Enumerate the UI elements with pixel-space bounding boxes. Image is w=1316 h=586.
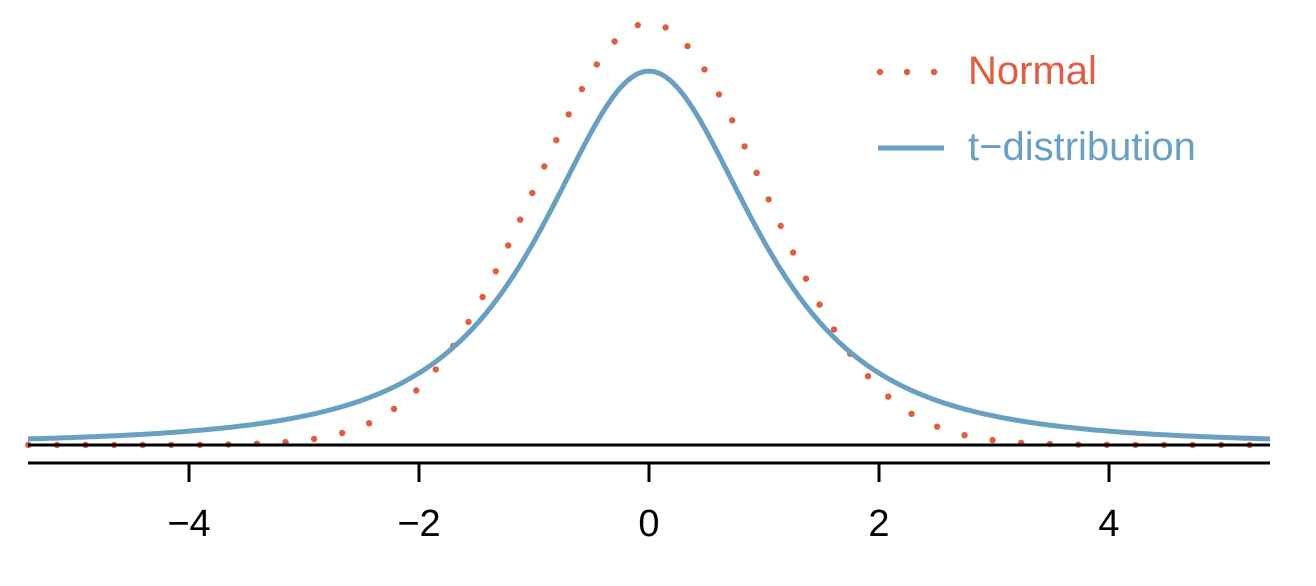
x-tick-label: −4 bbox=[167, 503, 210, 545]
normal-dot bbox=[310, 435, 318, 443]
legend-dot bbox=[903, 68, 911, 76]
normal-dot bbox=[479, 293, 486, 301]
x-tick-label: 4 bbox=[1098, 503, 1119, 545]
normal-dot bbox=[505, 242, 512, 249]
normal-dot bbox=[777, 222, 784, 230]
legend: Normal t−distribution bbox=[876, 49, 1196, 169]
normal-dot bbox=[816, 301, 823, 308]
normal-dot bbox=[729, 117, 736, 124]
legend-dot bbox=[930, 68, 938, 76]
normal-dot bbox=[611, 38, 618, 45]
normal-dot bbox=[365, 420, 373, 427]
normal-dot bbox=[885, 393, 892, 400]
x-tick-label: −2 bbox=[397, 503, 440, 545]
normal-dot bbox=[864, 373, 872, 380]
normal-dot bbox=[684, 42, 691, 50]
normal-dot bbox=[529, 189, 536, 197]
normal-dot bbox=[908, 410, 915, 417]
normal-dot bbox=[413, 387, 420, 394]
normal-dot bbox=[989, 436, 996, 444]
normal-dot bbox=[933, 423, 941, 430]
x-ticks-group: −4 −2 0 2 4 bbox=[167, 463, 1120, 545]
x-tick-label: 0 bbox=[638, 503, 659, 545]
normal-dot bbox=[765, 196, 772, 203]
normal-dot bbox=[961, 432, 968, 439]
normal-dot bbox=[465, 318, 472, 326]
normal-dot bbox=[701, 66, 708, 73]
normal-dot bbox=[634, 21, 641, 29]
normal-dot bbox=[390, 405, 398, 413]
legend-t-label: t−distribution bbox=[968, 125, 1196, 169]
x-tick-label: 2 bbox=[868, 503, 889, 545]
legend-normal-label: Normal bbox=[968, 49, 1097, 93]
normal-dot bbox=[541, 163, 548, 170]
normal-dot bbox=[432, 366, 439, 373]
normal-dot bbox=[553, 137, 560, 144]
normal-dot bbox=[517, 216, 524, 223]
normal-dot bbox=[339, 429, 346, 437]
curves-group bbox=[25, 21, 1270, 449]
normal-dot bbox=[789, 249, 797, 256]
normal-dot bbox=[593, 61, 600, 68]
normal-dot bbox=[565, 111, 572, 118]
legend-normal-swatch bbox=[876, 68, 938, 76]
normal-dot bbox=[741, 143, 748, 150]
normal-dot bbox=[715, 91, 723, 98]
normal-dot bbox=[802, 275, 810, 282]
normal-dot bbox=[492, 268, 499, 275]
normal-dot bbox=[578, 85, 586, 93]
legend-dot bbox=[876, 68, 884, 76]
normal-dot bbox=[830, 326, 838, 333]
normal-dot bbox=[662, 24, 669, 31]
normal-dot bbox=[753, 169, 760, 176]
series-t-distribution bbox=[28, 68, 1270, 442]
